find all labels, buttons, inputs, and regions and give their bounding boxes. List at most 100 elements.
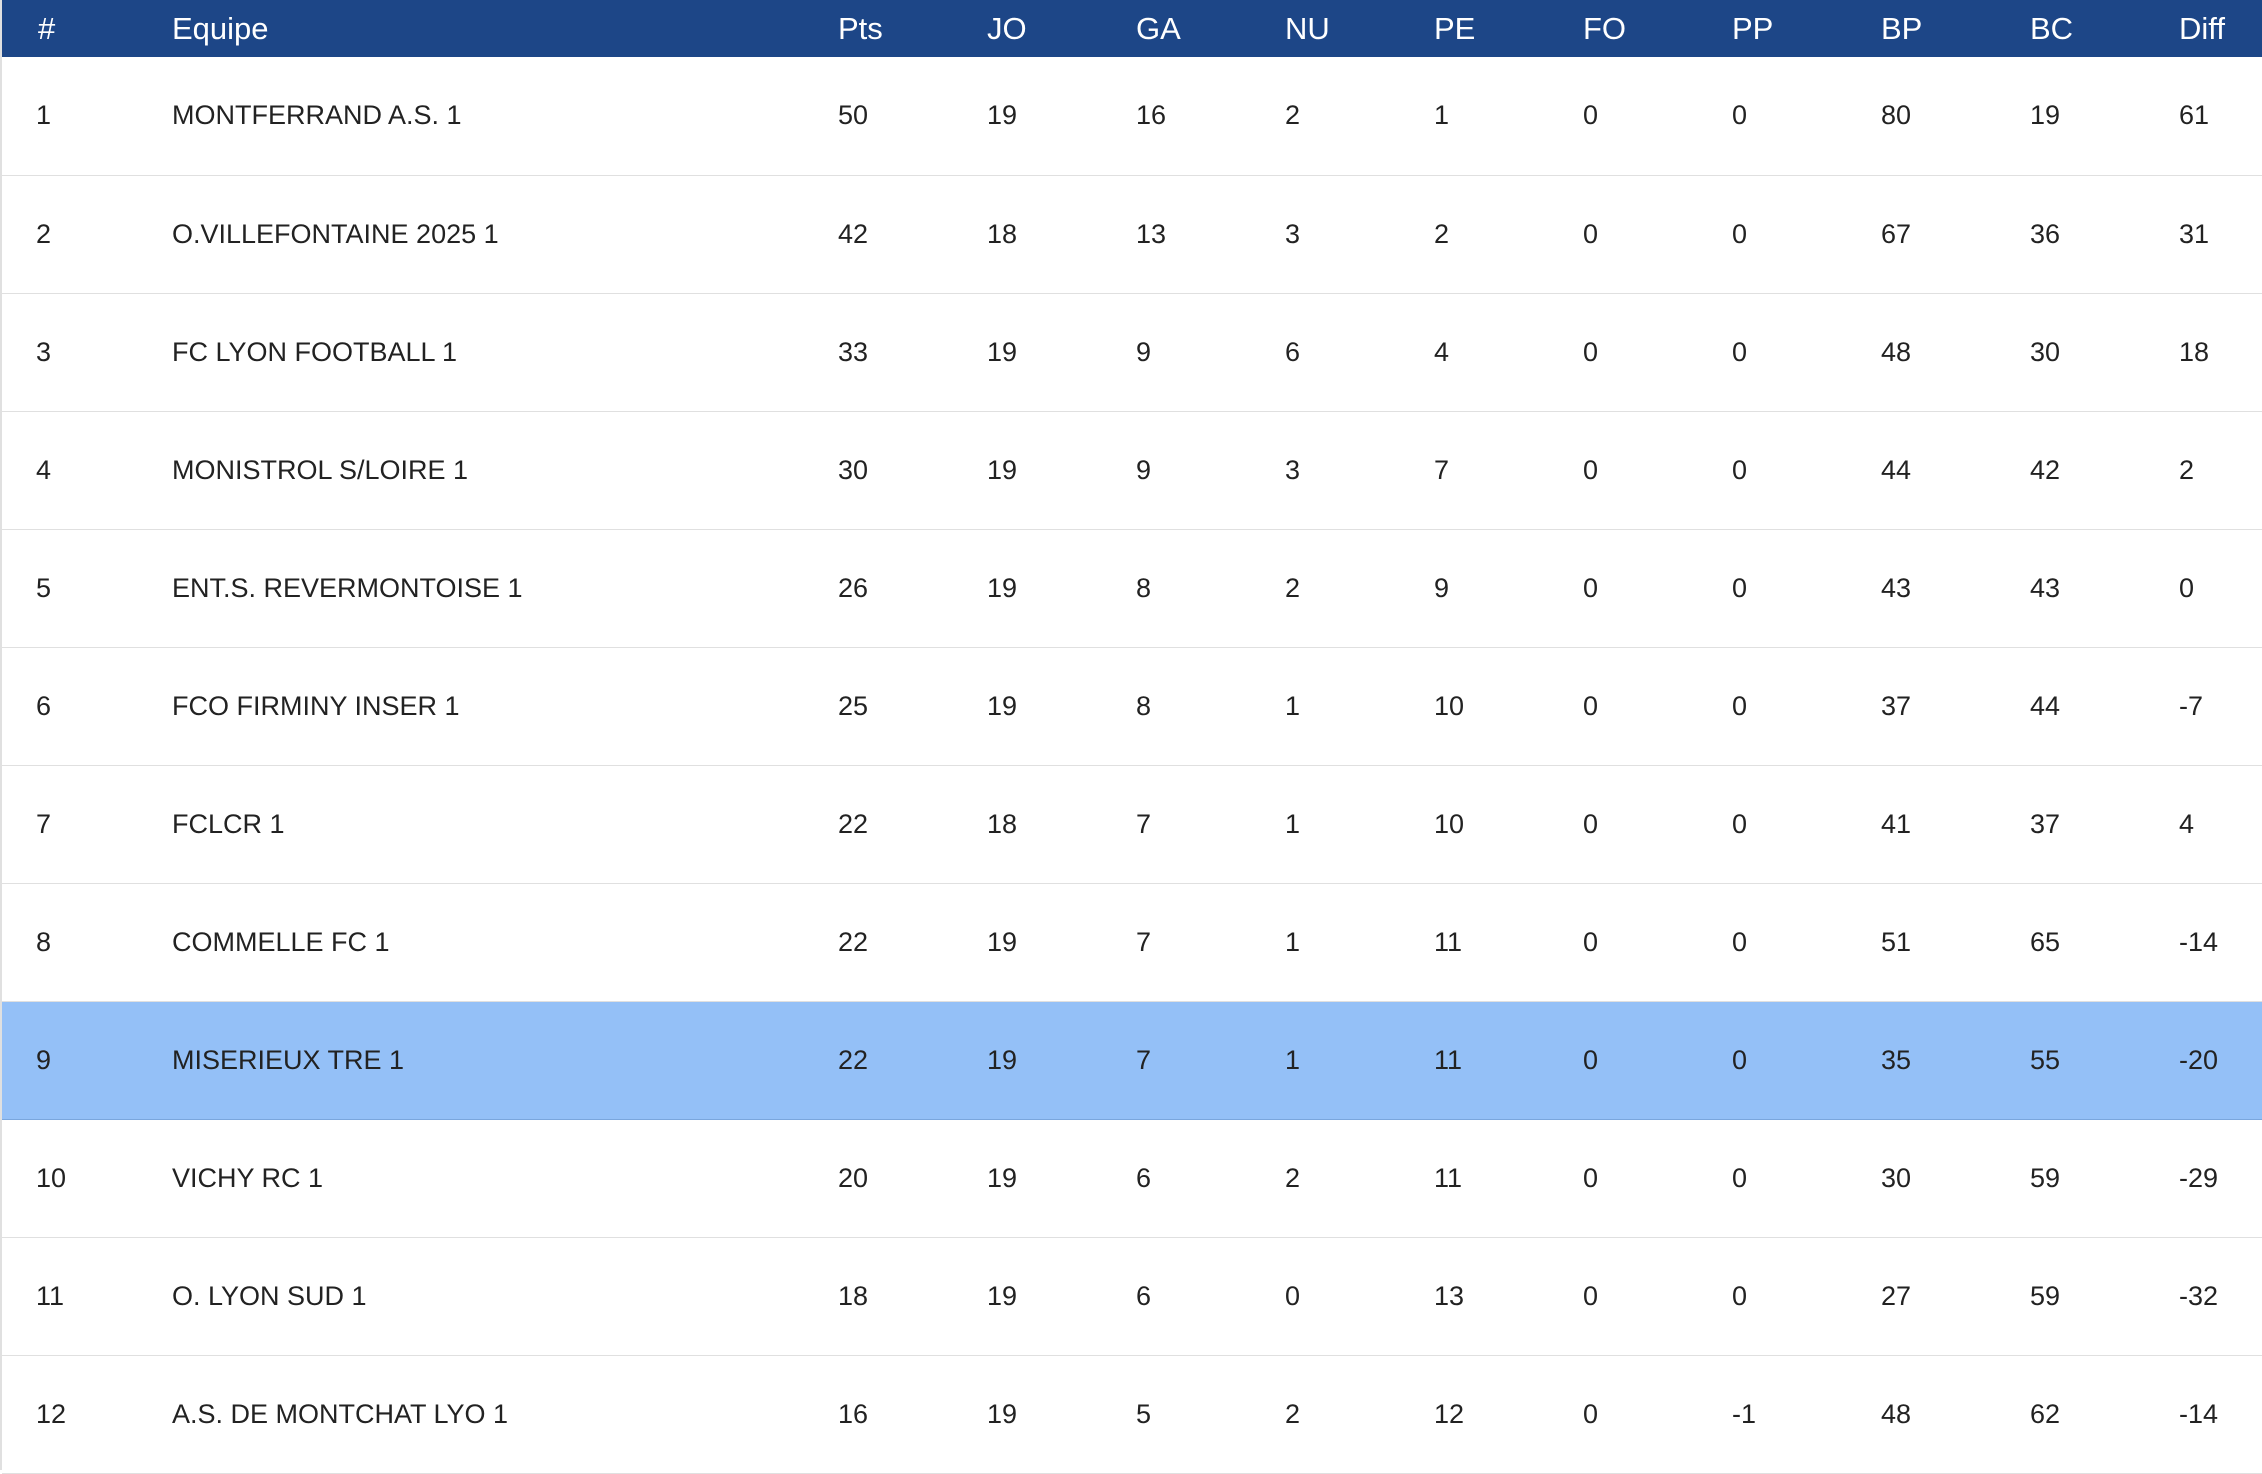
header-row: # Equipe Pts JO GA NU PE FO PP BP BC Dif… — [2, 0, 2262, 57]
cell-pp: 0 — [1732, 808, 1748, 839]
cell-bc: 55 — [2030, 1044, 2061, 1075]
header-bc[interactable]: BC — [2030, 10, 2074, 46]
cell-pp: 0 — [1732, 1044, 1748, 1075]
cell-bc: 44 — [2030, 690, 2061, 721]
cell-diff: 0 — [2179, 572, 2195, 603]
cell-diff: 2 — [2179, 454, 2195, 485]
cell-ga: 9 — [1136, 454, 1152, 485]
table-row[interactable]: 3 FC LYON FOOTBALL 1 33 19 9 6 4 0 0 48 30 18 — [2, 293, 2262, 411]
cell-jo: 19 — [987, 454, 1018, 485]
cell-bp: 37 — [1881, 690, 1912, 721]
cell-bp: 44 — [1881, 454, 1912, 485]
cell-team[interactable]: ENT.S. REVERMONTOISE 1 — [172, 572, 523, 603]
cell-diff: -32 — [2179, 1280, 2219, 1311]
cell-rank: 10 — [36, 1162, 67, 1193]
cell-rank: 8 — [36, 926, 52, 957]
cell-rank: 11 — [36, 1280, 65, 1311]
cell-pts: 22 — [838, 808, 869, 839]
table-row[interactable]: 12 A.S. DE MONTCHAT LYO 1 16 19 5 2 12 0 -1 48 62 -… — [2, 1355, 2262, 1473]
cell-nu: 0 — [1285, 1280, 1301, 1311]
header-pe[interactable]: PE — [1434, 10, 1476, 46]
cell-team[interactable]: VICHY RC 1 — [172, 1162, 324, 1193]
cell-nu: 2 — [1285, 1398, 1301, 1429]
cell-diff: -14 — [2179, 1398, 2219, 1429]
header-pts[interactable]: Pts — [838, 10, 883, 46]
cell-ga: 7 — [1136, 926, 1152, 957]
cell-nu: 2 — [1285, 572, 1301, 603]
table-row[interactable]: 4 MONISTROL S/LOIRE 1 30 19 9 3 7 0 0 44 42 2 — [2, 411, 2262, 529]
cell-nu: 2 — [1285, 100, 1301, 131]
cell-fo: 0 — [1583, 808, 1599, 839]
header-fo[interactable]: FO — [1583, 10, 1627, 46]
table-row[interactable]: 8 COMMELLE FC 1 22 19 7 1 11 0 0 51 65 -14 — [2, 883, 2262, 1001]
cell-team[interactable]: MONISTROL S/LOIRE 1 — [172, 454, 469, 485]
table-row[interactable]: 10 VICHY RC 1 20 19 6 2 11 0 0 30 59 -29 — [2, 1119, 2262, 1237]
cell-team[interactable]: FCO FIRMINY INSER 1 — [172, 690, 460, 721]
header-jo[interactable]: JO — [987, 10, 1027, 46]
cell-nu: 6 — [1285, 336, 1301, 367]
cell-pp: 0 — [1732, 336, 1748, 367]
cell-fo: 0 — [1583, 1044, 1599, 1075]
cell-team[interactable]: MONTFERRAND A.S. 1 — [172, 100, 462, 131]
header-diff[interactable]: Diff — [2179, 10, 2225, 46]
header-bp[interactable]: BP — [1881, 10, 1923, 46]
header-rank[interactable]: # — [38, 10, 56, 46]
table-row-highlighted[interactable]: 9 MISERIEUX TRE 1 22 19 7 1 11 0 0 35 55 -20 — [2, 1001, 2262, 1119]
cell-rank: 3 — [36, 336, 52, 367]
cell-bc: 59 — [2030, 1280, 2061, 1311]
cell-fo: 0 — [1583, 926, 1599, 957]
cell-pe: 11 — [1434, 1162, 1463, 1193]
header-nu[interactable]: NU — [1285, 10, 1330, 46]
standings-table-body: 1 MONTFERRAND A.S. 1 50 19 16 2 1 0 0 80 19 61 2 O.VI… — [2, 57, 2262, 1473]
cell-jo: 18 — [987, 218, 1018, 249]
cell-team[interactable]: FC LYON FOOTBALL 1 — [172, 336, 458, 367]
cell-team[interactable]: O. LYON SUD 1 — [172, 1280, 367, 1311]
cell-bc: 19 — [2030, 100, 2061, 131]
cell-team[interactable]: A.S. DE MONTCHAT LYO 1 — [172, 1398, 509, 1429]
table-row[interactable]: 11 O. LYON SUD 1 18 19 6 0 13 0 0 27 59 -32 — [2, 1237, 2262, 1355]
cell-ga: 16 — [1136, 100, 1167, 131]
cell-ga: 9 — [1136, 336, 1152, 367]
cell-fo: 0 — [1583, 1280, 1599, 1311]
table-row[interactable]: 7 FCLCR 1 22 18 7 1 10 0 0 41 37 4 — [2, 765, 2262, 883]
cell-pp: 0 — [1732, 100, 1748, 131]
header-pp[interactable]: PP — [1732, 10, 1774, 46]
header-team[interactable]: Equipe — [172, 10, 269, 46]
cell-bc: 62 — [2030, 1398, 2061, 1429]
standings-table-header: # Equipe Pts JO GA NU PE FO PP BP BC Dif… — [2, 0, 2262, 57]
table-row[interactable]: 6 FCO FIRMINY INSER 1 25 19 8 1 10 0 0 37 44 -7 — [2, 647, 2262, 765]
cell-bc: 30 — [2030, 336, 2061, 367]
cell-pe: 7 — [1434, 454, 1450, 485]
cell-pp: 0 — [1732, 690, 1748, 721]
cell-jo: 19 — [987, 1162, 1018, 1193]
table-row[interactable]: 5 ENT.S. REVERMONTOISE 1 26 19 8 2 9 0 0 43 43 0 — [2, 529, 2262, 647]
cell-ga: 5 — [1136, 1398, 1152, 1429]
cell-bp: 67 — [1881, 218, 1912, 249]
cell-nu: 3 — [1285, 454, 1301, 485]
cell-pts: 18 — [838, 1280, 869, 1311]
table-row[interactable]: 1 MONTFERRAND A.S. 1 50 19 16 2 1 0 0 80 19 61 — [2, 57, 2262, 175]
cell-pe: 13 — [1434, 1280, 1465, 1311]
cell-team[interactable]: FCLCR 1 — [172, 808, 285, 839]
cell-team[interactable]: O.VILLEFONTAINE 2025 1 — [172, 218, 499, 249]
cell-diff: 61 — [2179, 100, 2210, 131]
cell-pe: 1 — [1434, 100, 1450, 131]
table-row[interactable]: 2 O.VILLEFONTAINE 2025 1 42 18 13 3 2 0 0 67 36 31 — [2, 175, 2262, 293]
cell-pts: 22 — [838, 926, 869, 957]
cell-bc: 59 — [2030, 1162, 2061, 1193]
cell-team[interactable]: MISERIEUX TRE 1 — [172, 1044, 405, 1075]
cell-bp: 80 — [1881, 100, 1912, 131]
cell-pts: 42 — [838, 218, 869, 249]
header-ga[interactable]: GA — [1136, 10, 1181, 46]
cell-pe: 12 — [1434, 1398, 1465, 1429]
table-left-border — [0, 0, 2, 1470]
cell-pts: 22 — [838, 1044, 869, 1075]
cell-jo: 19 — [987, 690, 1018, 721]
cell-ga: 6 — [1136, 1280, 1152, 1311]
cell-pe: 11 — [1434, 1044, 1463, 1075]
cell-nu: 1 — [1285, 690, 1301, 721]
cell-team[interactable]: COMMELLE FC 1 — [172, 926, 390, 957]
cell-ga: 7 — [1136, 1044, 1152, 1075]
cell-nu: 1 — [1285, 808, 1301, 839]
cell-pe: 2 — [1434, 218, 1450, 249]
